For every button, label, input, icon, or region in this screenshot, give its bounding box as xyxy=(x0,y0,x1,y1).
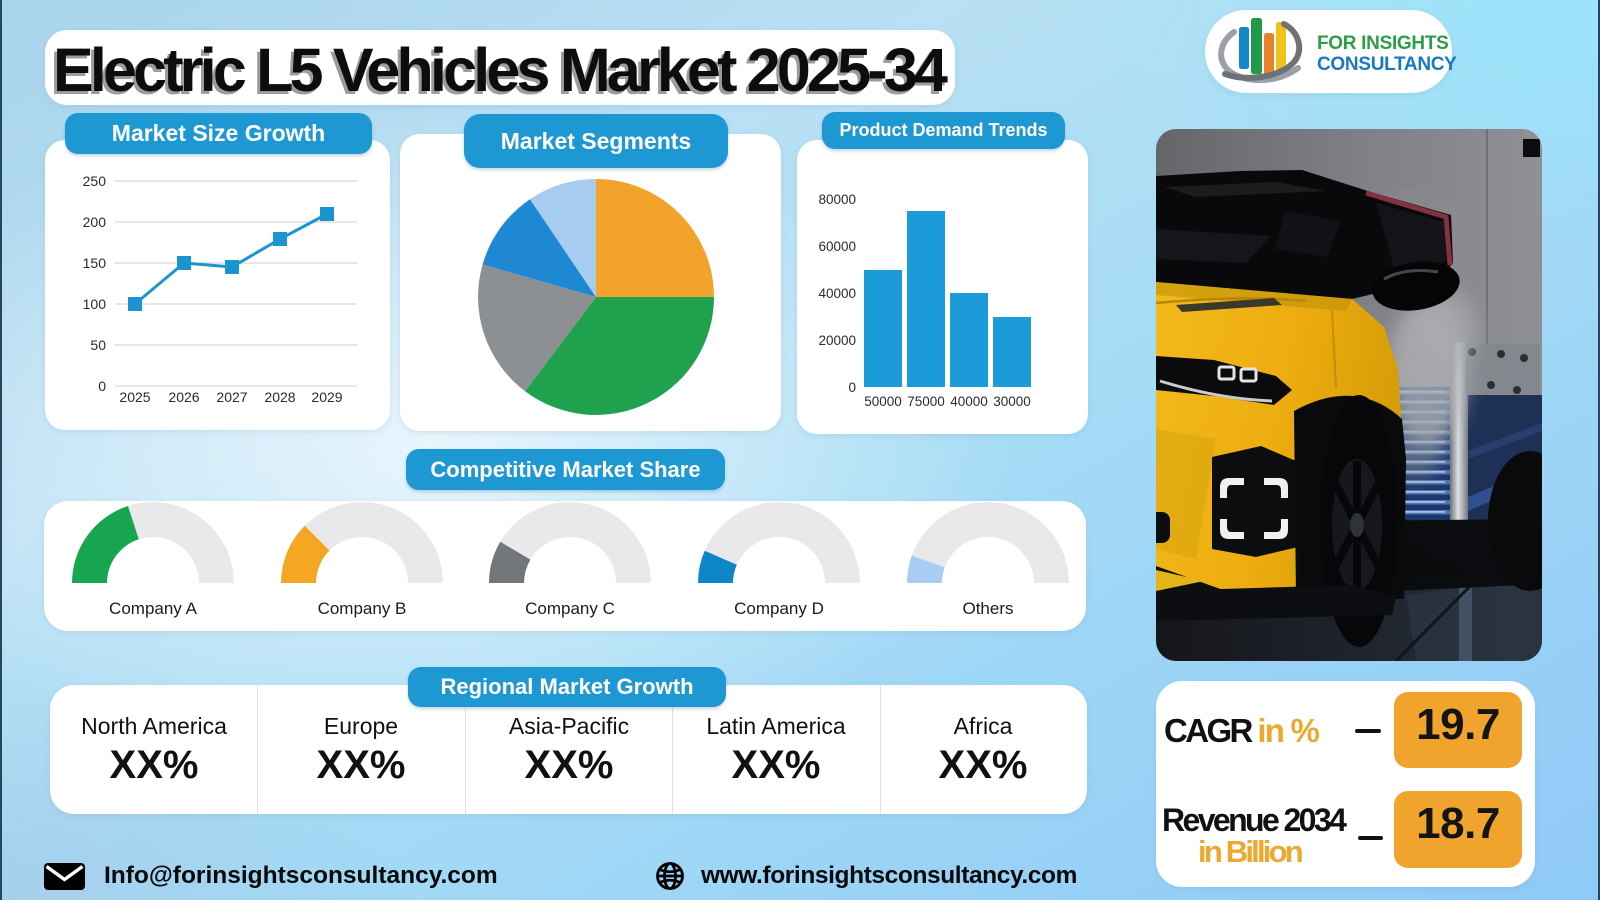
svg-text:2028: 2028 xyxy=(264,389,295,405)
svg-text:0: 0 xyxy=(98,378,106,394)
svg-text:40000: 40000 xyxy=(950,394,988,409)
svg-text:0: 0 xyxy=(848,380,856,395)
svg-text:Others: Others xyxy=(962,599,1013,618)
svg-text:2027: 2027 xyxy=(216,389,247,405)
svg-text:250: 250 xyxy=(83,173,107,189)
svg-text:200: 200 xyxy=(83,214,107,230)
svg-text:20000: 20000 xyxy=(818,333,856,348)
svg-text:40000: 40000 xyxy=(818,286,856,301)
svg-text:2025: 2025 xyxy=(119,389,150,405)
svg-text:Company C: Company C xyxy=(525,599,615,618)
svg-text:50000: 50000 xyxy=(864,394,902,409)
svg-text:80000: 80000 xyxy=(818,192,856,207)
svg-text:Company B: Company B xyxy=(318,599,407,618)
svg-text:75000: 75000 xyxy=(907,394,945,409)
svg-text:50: 50 xyxy=(90,337,106,353)
svg-text:Company A: Company A xyxy=(109,599,198,618)
svg-text:150: 150 xyxy=(83,255,107,271)
svg-text:2029: 2029 xyxy=(311,389,342,405)
svg-text:100: 100 xyxy=(83,296,107,312)
svg-text:2026: 2026 xyxy=(168,389,199,405)
svg-text:60000: 60000 xyxy=(818,239,856,254)
svg-text:Company D: Company D xyxy=(734,599,824,618)
svg-text:30000: 30000 xyxy=(993,394,1031,409)
